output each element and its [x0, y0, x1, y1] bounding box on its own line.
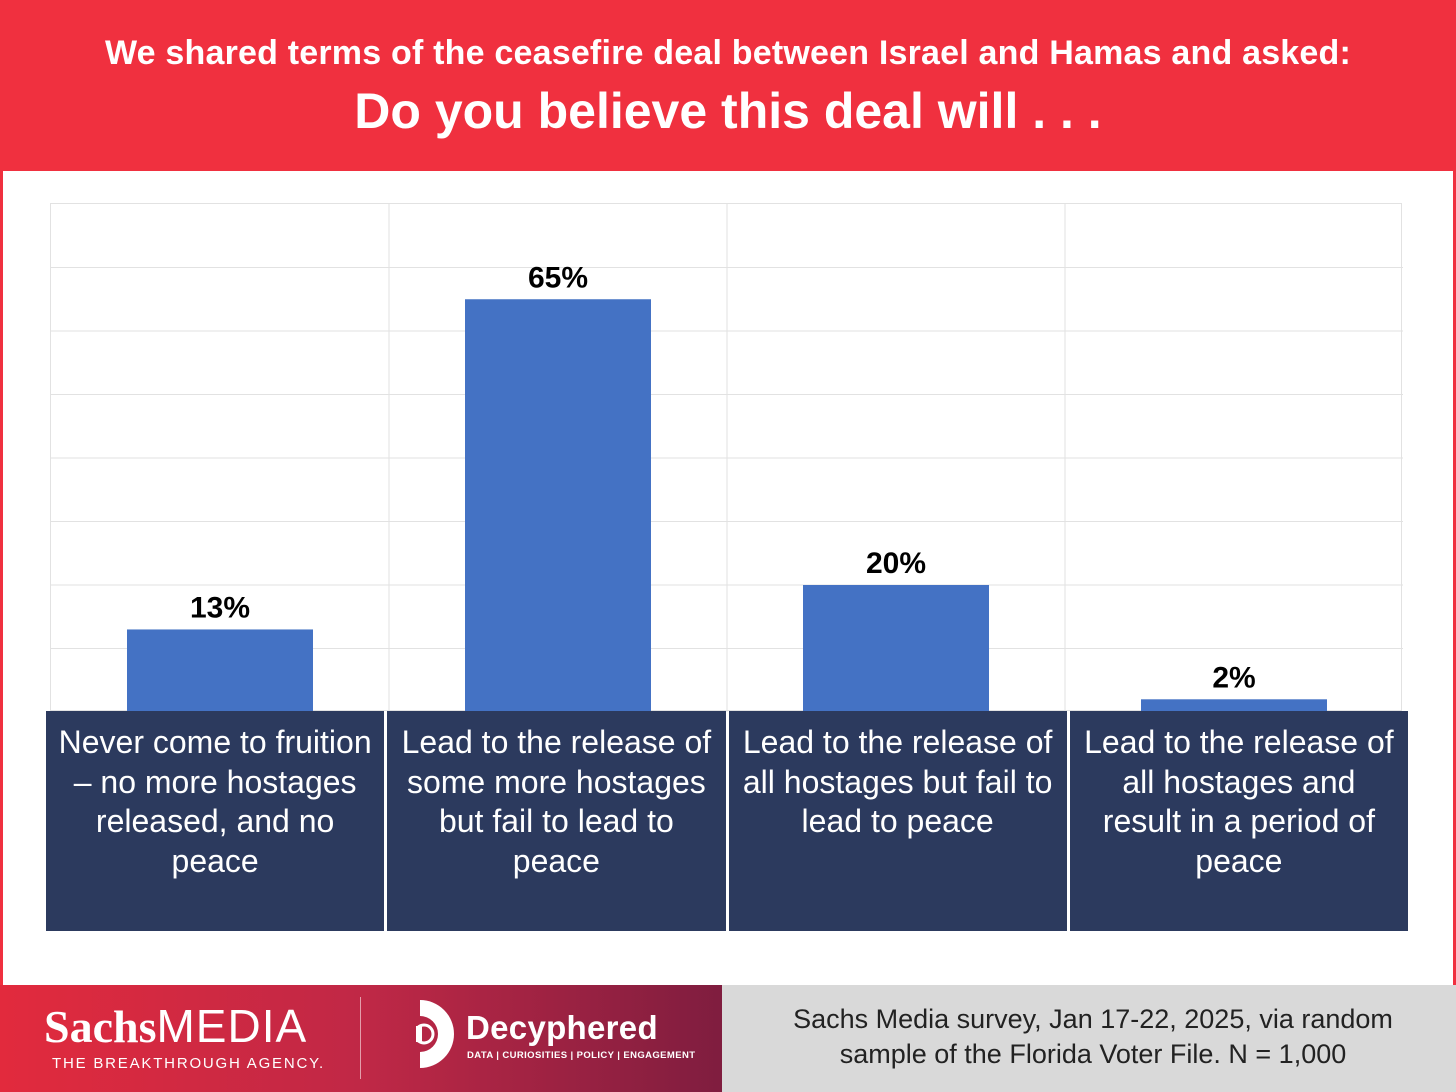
chart-title: Do you believe this deal will . . . [354, 83, 1102, 139]
chart-subtitle: We shared terms of the ceasefire deal be… [104, 34, 1352, 72]
sachs-media-logo: SachsMEDIA [44, 1000, 308, 1052]
sachs-tagline: THE BREAKTHROUGH AGENCY. [52, 1055, 325, 1072]
bar-3 [803, 585, 989, 712]
bar-4 [1141, 699, 1327, 712]
category-label-3: Lead to the release of all hostages but … [728, 711, 1067, 931]
category-labels: Never come to fruition – no more hostage… [46, 711, 1408, 931]
decyphered-logo-icon [416, 1000, 454, 1068]
bar-2 [465, 299, 651, 712]
data-label-1: 13% [190, 591, 250, 624]
source-line-2: sample of the Florida Voter File. N = 1,… [839, 1039, 1347, 1069]
brand-panel: SachsMEDIA THE BREAKTHROUGH AGENCY. Decy… [0, 985, 722, 1092]
data-label-3: 20% [866, 547, 926, 580]
bar-chart: 13% 65% 20% 2% [51, 204, 1403, 712]
decyphered-wordmark: Decyphered [466, 1009, 658, 1046]
footer: SachsMEDIA THE BREAKTHROUGH AGENCY. Decy… [0, 985, 1456, 1092]
category-label-1: Never come to fruition – no more hostage… [46, 711, 385, 931]
plot-area: 13% 65% 20% 2% [50, 203, 1403, 712]
decyphered-tagline: DATA | CURIOSITIES | POLICY | ENGAGEMENT [467, 1050, 696, 1061]
category-label-2: Lead to the release of some more hostage… [387, 711, 726, 931]
source-line-1: Sachs Media survey, Jan 17-22, 2025, via… [793, 1004, 1393, 1034]
logo-divider [360, 997, 361, 1079]
category-label-4: Lead to the release of all hostages and … [1069, 711, 1408, 931]
header-banner: We shared terms of the ceasefire deal be… [0, 0, 1456, 171]
source-note: Sachs Media survey, Jan 17-22, 2025, via… [722, 985, 1456, 1092]
data-label-4: 2% [1212, 661, 1255, 694]
bar-1 [127, 629, 313, 712]
data-label-2: 65% [528, 261, 588, 294]
